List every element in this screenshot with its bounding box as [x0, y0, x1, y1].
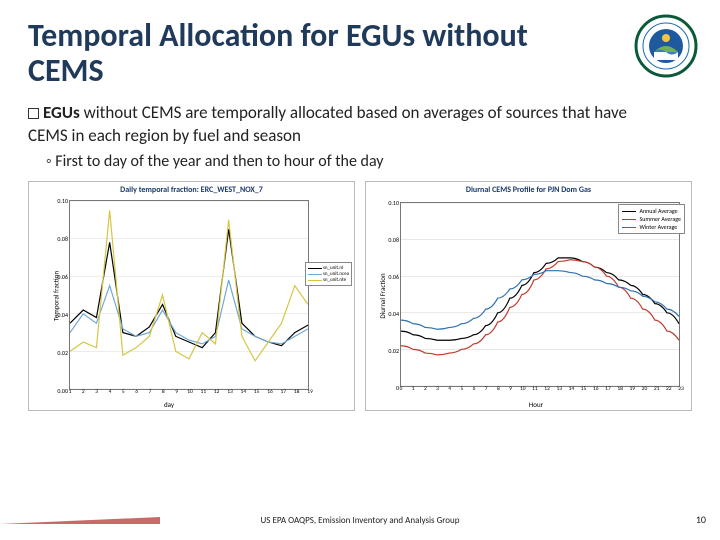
chart-right-title: Diurnal CEMS Profile for PJN Dom Gas [366, 182, 691, 195]
chart-left-title: Daily temporal fraction: ERC_WEST_NOX_7 [29, 182, 354, 195]
bullet-l2: First to day of the year and then to hou… [46, 152, 692, 171]
chart-daily-fraction: Daily temporal fraction: ERC_WEST_NOX_7 … [28, 181, 355, 411]
chart-left-xlabel: day [164, 400, 174, 409]
footer-text: US EPA OAQPS, Emission Inventory and Ana… [261, 515, 460, 526]
chart-diurnal-profile: Diurnal CEMS Profile for PJN Dom Gas 00.… [365, 181, 692, 411]
epa-logo [634, 14, 698, 78]
chart-right-legend: Annual Average Summer Average Winter Ave… [618, 204, 685, 234]
checkbox-icon [28, 108, 39, 119]
slide-title: Temporal Allocation for EGUs without CEM… [28, 18, 578, 88]
chart-right-ylabel: Diurnal Fraction [378, 274, 387, 319]
chart-left-ylabel: Temporal fraction [52, 271, 61, 321]
accent-triangle [0, 517, 160, 524]
bullet-l1: EGUs without CEMS are temporally allocat… [28, 102, 648, 148]
page-number: 10 [696, 513, 706, 526]
chart-right-xlabel: Hour [529, 400, 543, 409]
chart-left-legend: sn_unit.nl sn_unit.ncea sn_unit.nte [305, 262, 352, 286]
